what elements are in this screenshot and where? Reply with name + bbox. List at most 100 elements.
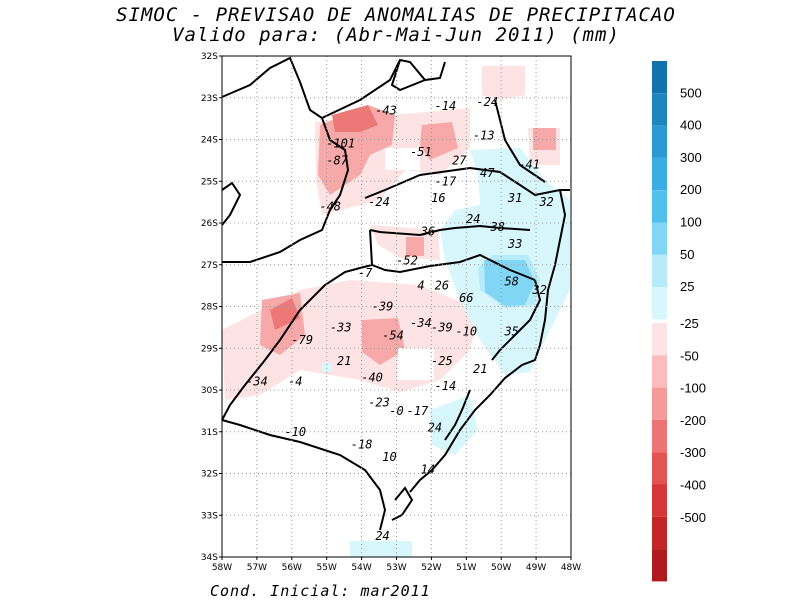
lon-tick-label: 48W xyxy=(561,563,581,573)
negative-anomaly-area xyxy=(533,128,556,150)
anomaly-value-label: 38 xyxy=(489,220,504,234)
lon-tick-label: 51W xyxy=(456,563,476,573)
colorbar-cell xyxy=(652,452,667,485)
anomaly-value-label: -23 xyxy=(368,396,390,410)
colorbar-label: -25 xyxy=(680,316,699,331)
lon-tick-label: 54W xyxy=(351,563,371,573)
anomaly-value-label: -43 xyxy=(375,103,397,117)
lat-tick-label: 30S xyxy=(201,386,218,396)
lon-tick-label: 57W xyxy=(247,563,267,573)
colorbar-label: 50 xyxy=(680,247,694,262)
colorbar-cell xyxy=(652,157,667,191)
anomaly-value-label: -24 xyxy=(368,195,390,209)
negative-anomaly-core xyxy=(270,298,300,330)
lat-tick-label: 23S xyxy=(201,94,218,104)
anomaly-value-label: 10 xyxy=(382,450,396,464)
anomaly-value-label: -10 xyxy=(284,425,306,439)
colorbar-cell xyxy=(652,387,667,420)
anomaly-value-label: -39 xyxy=(431,320,453,334)
map-title: SIMOC - PREVISAO DE ANOMALIAS DE PRECIPI… xyxy=(116,4,676,26)
anomaly-value-label: -79 xyxy=(291,333,313,347)
negative-anomaly-area xyxy=(362,318,405,365)
anomaly-value-label: -18 xyxy=(351,437,373,451)
anomaly-value-label: -33 xyxy=(330,320,352,334)
colorbar-label: -400 xyxy=(680,478,706,493)
anomaly-shading xyxy=(222,66,570,557)
lat-tick-label: 31S xyxy=(201,428,218,438)
anomaly-value-label: -10 xyxy=(455,325,477,339)
map-subtitle: Valido para: (Abr-Mai-Jun 2011) (mm) xyxy=(172,24,620,46)
lat-tick-label: 24S xyxy=(201,136,218,146)
lon-tick-label: 53W xyxy=(386,563,406,573)
anomaly-value-label: 21 xyxy=(473,362,487,376)
lon-tick-label: 52W xyxy=(421,563,441,573)
lon-tick-label: 49W xyxy=(526,563,546,573)
map-value-labels: -43 -14 -24 -13 -101 -51 -87 27 -41 47 -17 16 31 32 -4… xyxy=(246,95,554,543)
anomaly-value-label: -0 xyxy=(389,404,403,418)
anomaly-value-label: -14 xyxy=(435,379,457,393)
anomaly-value-label: 24 xyxy=(375,529,389,543)
colorbar-cell xyxy=(652,190,667,223)
anomaly-value-label: 26 xyxy=(435,279,449,293)
anomaly-value-label: -25 xyxy=(431,354,453,368)
anomaly-value-label: -14 xyxy=(435,99,457,113)
colorbar-label: 25 xyxy=(680,279,694,294)
anomaly-value-label: 24 xyxy=(428,421,442,435)
anomaly-value-label: -17 xyxy=(435,174,457,188)
anomaly-value-label: -54 xyxy=(382,329,404,343)
lat-tick-label: 32S xyxy=(201,470,218,480)
anomaly-value-label: -13 xyxy=(473,128,495,142)
lon-tick-label: 58W xyxy=(212,563,232,573)
colorbar-cell xyxy=(652,125,667,158)
colorbar-cell xyxy=(652,484,667,517)
anomaly-value-label: -101 xyxy=(326,137,355,151)
colorbar-label: 100 xyxy=(680,215,702,230)
anomaly-value-label: 32 xyxy=(538,195,553,209)
lat-tick-label: 27S xyxy=(201,261,218,271)
anomaly-value-label: 35 xyxy=(503,325,518,339)
negative-anomaly-area xyxy=(406,237,424,256)
anomaly-value-label: 58 xyxy=(504,274,518,288)
anomaly-value-label: -17 xyxy=(407,404,429,418)
lon-tick-label: 56W xyxy=(282,563,302,573)
anomaly-value-label: -40 xyxy=(361,370,383,384)
lat-tick-label: 25S xyxy=(201,177,218,187)
anomaly-value-label: -24 xyxy=(476,95,498,109)
lat-tick-label: 29S xyxy=(201,344,218,354)
colorbar-cell xyxy=(652,254,667,288)
state-borders xyxy=(221,56,570,531)
colorbar-label: -500 xyxy=(680,510,706,525)
anomaly-value-label: -39 xyxy=(372,300,394,314)
colorbar-label: -100 xyxy=(680,381,706,396)
colorbar-cell xyxy=(652,287,667,320)
anomaly-value-label: -34 xyxy=(246,375,268,389)
colorbar-cell xyxy=(652,516,667,550)
lon-tick-label: 50W xyxy=(491,563,511,573)
anomaly-value-label: 21 xyxy=(337,354,351,368)
anomaly-value-label: 16 xyxy=(431,191,445,205)
positive-anomaly-area xyxy=(322,363,332,372)
anomaly-value-label: 31 xyxy=(507,191,522,205)
anomaly-value-label: 27 xyxy=(452,153,467,167)
anomaly-value-label: -48 xyxy=(319,199,341,213)
lat-tick-label: 28S xyxy=(201,303,218,313)
colorbar-label: 300 xyxy=(680,150,702,165)
colorbar-label: 400 xyxy=(680,118,702,133)
negative-anomaly-area xyxy=(420,122,458,160)
anomaly-value-label: 66 xyxy=(459,291,473,305)
colorbar-cell xyxy=(652,355,667,388)
anomaly-value-label: 33 xyxy=(507,237,522,251)
anomaly-value-label: 4 xyxy=(417,279,424,293)
anomaly-value-label: 14 xyxy=(421,462,435,476)
lat-tick-label: 33S xyxy=(201,511,218,521)
initial-condition-label: Cond. Inicial: mar2011 xyxy=(210,582,431,600)
colorbar-cell xyxy=(652,323,667,356)
colorbar-label: 200 xyxy=(680,182,702,197)
positive-anomaly-area xyxy=(350,541,412,557)
anomaly-value-label: -52 xyxy=(396,254,418,268)
colorbar-cell xyxy=(652,549,667,582)
anomaly-value-label: -4 xyxy=(288,375,302,389)
lat-tick-label: 26S xyxy=(201,219,218,229)
positive-anomaly-core xyxy=(484,260,535,306)
